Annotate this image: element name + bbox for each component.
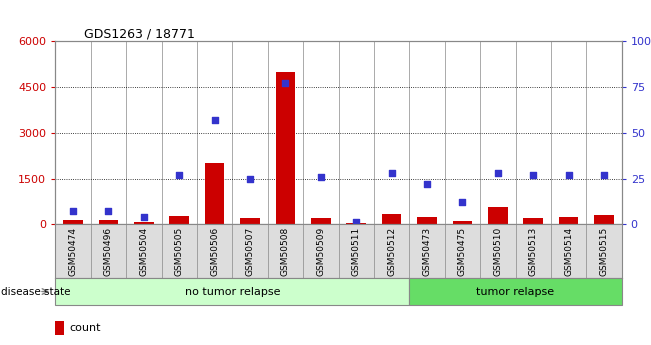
Point (563, 172, 574, 178)
Bar (488, 207, 508, 224)
Bar (63, 220, 83, 224)
Bar (559, 217, 578, 224)
Bar (382, 214, 402, 224)
Text: tumor relapse: tumor relapse (477, 287, 555, 296)
Point (422, 181, 432, 187)
Text: GSM50512: GSM50512 (387, 227, 396, 276)
Point (210, 117, 220, 123)
Text: GSM50507: GSM50507 (245, 227, 255, 276)
Bar (134, 222, 154, 224)
Bar (275, 72, 295, 224)
Text: no tumor relapse: no tumor relapse (185, 287, 280, 296)
Bar (594, 215, 614, 224)
Text: GSM50505: GSM50505 (174, 227, 184, 276)
Bar (311, 218, 331, 224)
Text: GSM50510: GSM50510 (493, 227, 503, 276)
Bar (205, 163, 225, 224)
Text: GSM50475: GSM50475 (458, 227, 467, 276)
Bar (55, 321, 64, 335)
FancyBboxPatch shape (55, 278, 409, 305)
Bar (240, 218, 260, 224)
Text: GSM50496: GSM50496 (104, 227, 113, 276)
Bar (417, 217, 437, 224)
Point (528, 172, 538, 178)
Text: disease state: disease state (1, 287, 70, 296)
Text: GSM50515: GSM50515 (600, 227, 609, 276)
Text: GSM50509: GSM50509 (316, 227, 326, 276)
FancyBboxPatch shape (409, 278, 622, 305)
Point (457, 199, 467, 205)
Text: GDS1263 / 18771: GDS1263 / 18771 (83, 27, 195, 40)
Point (174, 172, 184, 178)
Point (68, 209, 78, 214)
Point (493, 170, 503, 176)
Point (104, 209, 114, 214)
Text: count: count (69, 323, 100, 333)
Bar (99, 220, 118, 224)
Text: GSM50511: GSM50511 (352, 227, 361, 276)
Point (599, 172, 609, 178)
Text: GSM50508: GSM50508 (281, 227, 290, 276)
Bar (452, 220, 472, 224)
Text: GSM50504: GSM50504 (139, 227, 148, 276)
Text: GSM50506: GSM50506 (210, 227, 219, 276)
Point (245, 176, 255, 181)
Point (316, 174, 326, 179)
Text: GSM50513: GSM50513 (529, 227, 538, 276)
Text: GSM50514: GSM50514 (564, 227, 573, 276)
Bar (523, 218, 543, 224)
Point (351, 220, 361, 225)
Point (139, 214, 149, 220)
Bar (169, 216, 189, 224)
Text: GSM50474: GSM50474 (68, 227, 77, 276)
Bar (346, 223, 366, 224)
Point (280, 81, 290, 86)
Text: GSM50473: GSM50473 (422, 227, 432, 276)
Point (387, 170, 397, 176)
